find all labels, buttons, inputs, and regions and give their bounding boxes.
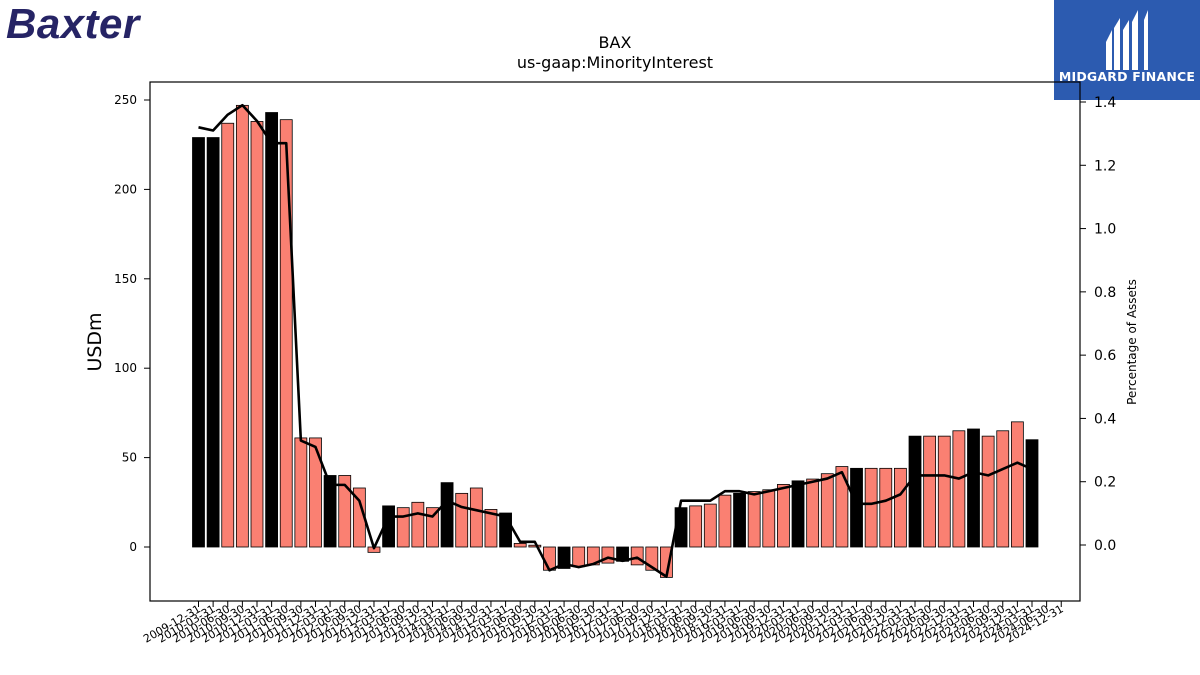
bar [221, 122, 235, 548]
midgard-mark-icon [1106, 10, 1148, 70]
bar [528, 544, 542, 548]
bar [864, 467, 878, 548]
bar [426, 507, 439, 548]
bar [981, 435, 995, 548]
y-tick-label: 150 [114, 272, 137, 286]
bar [499, 512, 512, 548]
bar [645, 546, 659, 571]
bar [791, 480, 805, 548]
bar [689, 505, 703, 548]
bar [513, 543, 527, 548]
y2-axis-label: Percentage of Assets [1125, 279, 1139, 405]
bar [469, 487, 483, 548]
y2-tick-label: 0.0 [1094, 538, 1116, 554]
bar [396, 507, 410, 548]
bar [323, 475, 337, 548]
bar [294, 437, 308, 548]
bar [806, 478, 820, 548]
percentage-line [198, 103, 1033, 578]
bar [879, 467, 893, 548]
chart-subtitle: us-gaap:MinorityInterest [517, 53, 713, 72]
bar [777, 484, 790, 548]
y-axis-left: 0 50 100 150 200 250 [114, 93, 150, 554]
bar [1025, 439, 1039, 548]
bar [265, 112, 279, 548]
chart-title: BAX [599, 33, 632, 52]
y-tick-label: 50 [122, 451, 137, 465]
bar [996, 430, 1010, 548]
y2-tick-label: 0.8 [1094, 285, 1116, 301]
bar [850, 467, 863, 548]
midgard-finance-logo: MIDGARD FINANCE [1054, 0, 1200, 100]
bar [440, 482, 454, 548]
x-axis: 2009-12-312010-03-312010-06-302010-09-30… [141, 601, 1066, 646]
bar [309, 437, 322, 548]
bar [206, 137, 220, 548]
bar [718, 494, 732, 548]
bar [338, 475, 352, 548]
plot-frame [149, 81, 1081, 602]
y2-tick-label: 0.6 [1094, 348, 1116, 364]
bar [630, 546, 644, 566]
bar [733, 492, 746, 548]
y-tick-label: 250 [114, 93, 137, 107]
bar [543, 546, 556, 571]
bar [747, 491, 761, 548]
baxter-logo: Baxter [6, 0, 140, 47]
y2-tick-label: 1.4 [1094, 95, 1116, 111]
bar [557, 546, 571, 569]
bar [411, 501, 425, 548]
bar [967, 428, 980, 548]
bar [279, 119, 293, 548]
bar [952, 430, 966, 548]
bar [937, 435, 951, 548]
y-axis-label: USDm [84, 312, 106, 371]
bar [572, 546, 586, 568]
y-tick-label: 200 [114, 182, 137, 196]
y-tick-label: 0 [129, 540, 137, 554]
bar [703, 503, 717, 548]
bar [923, 435, 937, 548]
y2-tick-label: 0.4 [1094, 411, 1116, 427]
bar-series [192, 104, 1039, 578]
y-tick-label: 100 [114, 361, 137, 375]
bar [835, 466, 849, 548]
bar [455, 492, 469, 548]
bar [250, 121, 264, 548]
y2-tick-label: 1.2 [1094, 158, 1116, 174]
line-series [198, 103, 1033, 578]
bar [484, 509, 498, 548]
y2-tick-label: 1.0 [1094, 222, 1116, 238]
bar [1010, 421, 1024, 548]
y2-tick-label: 0.2 [1094, 475, 1116, 491]
bar [894, 467, 907, 548]
bar [601, 546, 615, 564]
bar [820, 473, 834, 548]
bar [235, 104, 249, 548]
y-axis-right: 0.0 0.2 0.4 0.6 0.8 1.0 1.2 1.4 [1080, 95, 1116, 554]
bar [762, 489, 776, 548]
bar [908, 435, 922, 548]
midgard-finance-wordmark: MIDGARD FINANCE [1058, 69, 1196, 84]
bar [192, 137, 205, 548]
